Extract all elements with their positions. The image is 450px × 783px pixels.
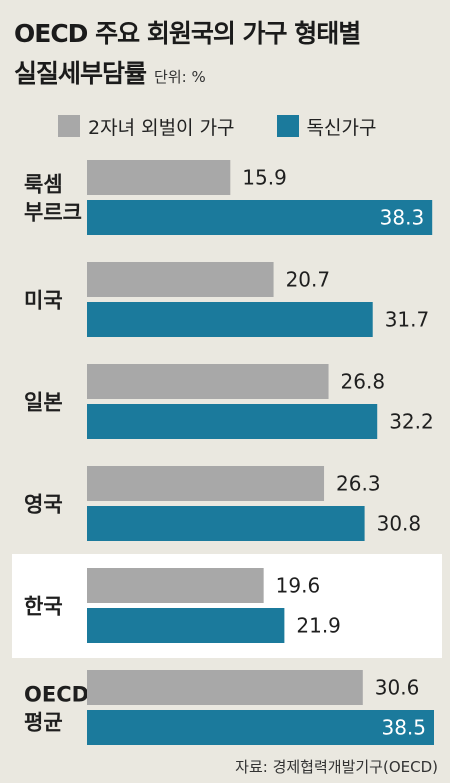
bar-single-household xyxy=(87,404,378,439)
bar-single-household xyxy=(87,200,433,235)
value-label: 19.6 xyxy=(276,574,321,598)
bar-two-child-household xyxy=(87,160,231,195)
bar-single-household xyxy=(87,710,434,745)
bar-single-household xyxy=(87,302,373,337)
legend-label-gray: 2자녀 외벌이 가구 xyxy=(88,116,235,139)
unit-label: 단위: % xyxy=(154,68,206,86)
legend-entry-gray: 2자녀 외벌이 가구 xyxy=(58,113,235,140)
value-label: 26.8 xyxy=(341,370,386,394)
category-label-line: 룩셈 xyxy=(24,173,63,197)
category-label-line: 미국 xyxy=(24,289,63,313)
category-label-line: 영국 xyxy=(24,493,63,517)
category-label: 미국 xyxy=(24,289,63,313)
legend-swatch-gray xyxy=(58,115,80,137)
bar-single-household xyxy=(87,506,365,541)
value-label: 32.2 xyxy=(389,410,434,434)
bar-two-child-household xyxy=(87,568,264,603)
bar-two-child-household xyxy=(87,466,325,501)
category-label-line: 평균 xyxy=(24,711,63,735)
value-label: 38.5 xyxy=(381,716,426,740)
value-label: 31.7 xyxy=(385,308,430,332)
legend-swatch-blue xyxy=(276,115,299,137)
bar-single-household xyxy=(87,608,285,643)
category-label: 일본 xyxy=(24,391,63,415)
source-note: 자료: 경제협력개발기구(OECD) xyxy=(235,758,438,776)
category-label: 영국 xyxy=(24,493,63,517)
bar-two-child-household xyxy=(87,670,363,705)
value-label: 15.9 xyxy=(242,166,287,190)
legend-entry-blue: 독신가구 xyxy=(276,113,377,140)
category-label-line: OECD xyxy=(24,683,89,707)
value-label: 30.8 xyxy=(377,512,422,536)
category-label-line: 일본 xyxy=(24,391,63,415)
value-label: 38.3 xyxy=(380,206,425,230)
legend: 2자녀 외벌이 가구 독신가구 xyxy=(58,113,376,139)
value-label: 20.7 xyxy=(286,268,331,292)
bar-two-child-household xyxy=(87,364,329,399)
value-label: 30.6 xyxy=(375,676,420,700)
category-label-line: 부르크 xyxy=(24,201,82,225)
value-label: 21.9 xyxy=(296,614,341,638)
value-label: 26.3 xyxy=(336,472,381,496)
category-label-line: 한국 xyxy=(24,595,63,619)
legend-label-blue: 독신가구 xyxy=(306,116,377,139)
category-label: OECD 평균 xyxy=(24,683,89,735)
chart-title-text: 실질세부담률 xyxy=(14,59,147,88)
category-label: 한국 xyxy=(24,595,63,619)
bar-two-child-household xyxy=(87,262,274,297)
chart-title-line-2: 실질세부담률 단위: % xyxy=(14,54,206,90)
chart-title-line-1: OECD 주요 회원국의 가구 형태별 xyxy=(14,19,361,48)
